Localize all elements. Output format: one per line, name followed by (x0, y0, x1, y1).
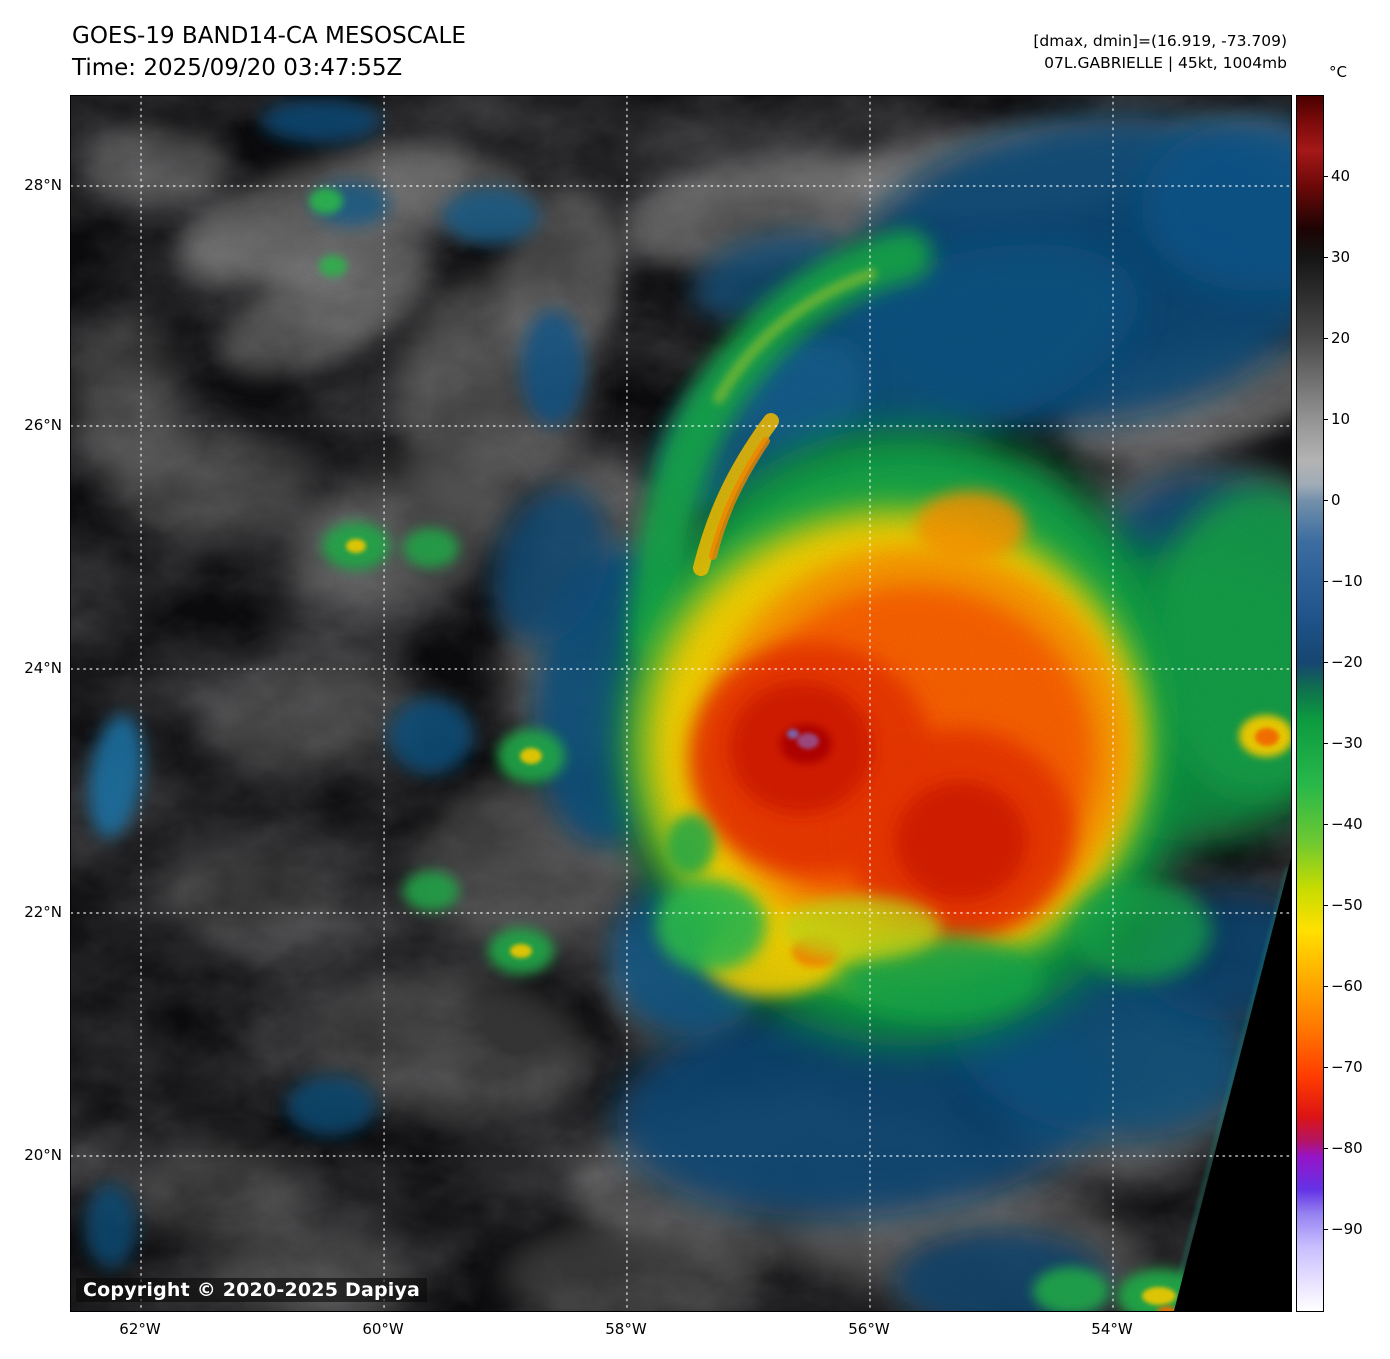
cloud-blob (493, 488, 609, 644)
cloud-blob (510, 944, 532, 958)
cloud-blob (1142, 1287, 1176, 1305)
colorbar-tick-label: −90 (1331, 1220, 1363, 1238)
colorbar-tick-label: 0 (1331, 491, 1341, 509)
cloud-blob (520, 748, 542, 764)
satellite-map-frame: Copyright © 2020-2025 Dapiya (70, 95, 1292, 1312)
cloud-blob (389, 698, 473, 774)
colorbar-tickmark (1323, 905, 1328, 906)
cloud-blob (219, 245, 433, 377)
colorbar-tick-label: −20 (1331, 653, 1363, 671)
colorbar-tickmark (1323, 986, 1328, 987)
cloud-blob (1255, 728, 1279, 746)
colorbar-tick-label: −30 (1331, 734, 1363, 752)
cloud-blob (916, 491, 1026, 561)
cloud-blob (895, 781, 1027, 901)
colorbar-tick-label: −50 (1331, 896, 1363, 914)
cloud-blob (131, 1141, 311, 1251)
image-timestamp: Time: 2025/09/20 03:47:55Z (72, 55, 403, 81)
cloud-blob (71, 311, 181, 481)
no-data-wedge (1174, 858, 1291, 1311)
longitude-label: 54°W (1091, 1320, 1133, 1338)
cloud-blob (85, 1184, 137, 1268)
colorbar-tickmark (1323, 419, 1328, 420)
header-left: GOES-19 BAND14-CA MESOSCALE Time: 2025/0… (72, 20, 466, 84)
cloud-blob (622, 152, 920, 270)
cloud-blob (286, 1076, 376, 1136)
temperature-colorbar (1296, 95, 1324, 1312)
cloud-blob (1033, 1267, 1109, 1311)
header-right: [dmax, dmin]=(16.919, -73.709) 07L.GABRI… (1033, 31, 1287, 74)
cloud-blob (1071, 881, 1211, 981)
satellite-image (71, 96, 1291, 1311)
colorbar-tick-label: −70 (1331, 1058, 1363, 1076)
latitude-label: 20°N (24, 1145, 62, 1164)
colorbar-tickmark (1323, 1229, 1328, 1230)
cloud-band (693, 413, 779, 576)
latitude-label: 22°N (24, 902, 62, 921)
storm-info: 07L.GABRIELLE | 45kt, 1004mb (1044, 53, 1287, 72)
latitude-label: 26°N (24, 415, 62, 434)
cloud-band (713, 268, 877, 404)
cloud-blob (201, 654, 421, 778)
cloud-blob (521, 310, 585, 426)
cloud-blob (319, 255, 347, 277)
cloud-blob (1157, 1306, 1177, 1311)
colorbar-tick-label: −60 (1331, 977, 1363, 995)
colorbar-tickmark (1323, 176, 1328, 177)
cloud-blob (1141, 121, 1291, 291)
colorbar-tickmark (1323, 1067, 1328, 1068)
cloud-blob (346, 539, 366, 553)
colorbar-tickmark (1323, 338, 1328, 339)
colorbar-tickmark (1323, 257, 1328, 258)
colorbar-tickmark (1323, 581, 1328, 582)
longitude-label: 62°W (119, 1320, 161, 1338)
cloud-blob (88, 714, 144, 838)
colorbar-tick-label: −10 (1331, 572, 1363, 590)
colorbar-tick-label: 10 (1331, 410, 1351, 428)
cloud-blob (443, 188, 539, 244)
cloud-blob (309, 188, 343, 214)
colorbar-tick-label: −40 (1331, 815, 1363, 833)
longitude-label: 56°W (848, 1320, 890, 1338)
cloud-blob (283, 465, 519, 607)
colorbar-tickmark (1323, 662, 1328, 663)
longitude-label: 60°W (362, 1320, 404, 1338)
colorbar-tickmark (1323, 500, 1328, 501)
colorbar-tick-label: 40 (1331, 167, 1351, 185)
cloud-band (1169, 866, 1290, 1311)
grain-texture-overlay (71, 96, 1291, 1311)
cloud-blob (261, 99, 381, 143)
cloud-blob (787, 729, 799, 739)
cloud-blob (403, 871, 459, 911)
colorbar-tickmark (1323, 743, 1328, 744)
cloud-blob (667, 814, 715, 874)
latlon-grid-layer (71, 96, 1291, 1311)
page-title: GOES-19 BAND14-CA MESOSCALE (72, 23, 466, 49)
colorbar-tick-label: 30 (1331, 248, 1351, 266)
cloud-blob (501, 1221, 761, 1311)
latitude-label: 28°N (24, 176, 62, 195)
colorbar-unit-label: °C (1329, 63, 1347, 81)
colorbar-tick-label: −80 (1331, 1139, 1363, 1157)
dmax-dmin-readout: [dmax, dmin]=(16.919, -73.709) (1033, 32, 1287, 50)
latitude-label: 24°N (24, 658, 62, 677)
colorbar-tick-label: 20 (1331, 329, 1351, 347)
cloud-blob (403, 528, 459, 568)
storm-convection-layer (309, 188, 1291, 1311)
cloud-blob (781, 896, 941, 960)
colorbar-tickmark (1323, 1148, 1328, 1149)
copyright-watermark: Copyright © 2020-2025 Dapiya (76, 1278, 428, 1302)
cloud-blob (797, 733, 819, 749)
cloud-blob (311, 970, 591, 1122)
cloud-band (709, 437, 770, 560)
cloud-blob (656, 881, 766, 971)
colorbar-tickmark (1323, 824, 1328, 825)
longitude-label: 58°W (605, 1320, 647, 1338)
cloud-blob (156, 840, 346, 952)
